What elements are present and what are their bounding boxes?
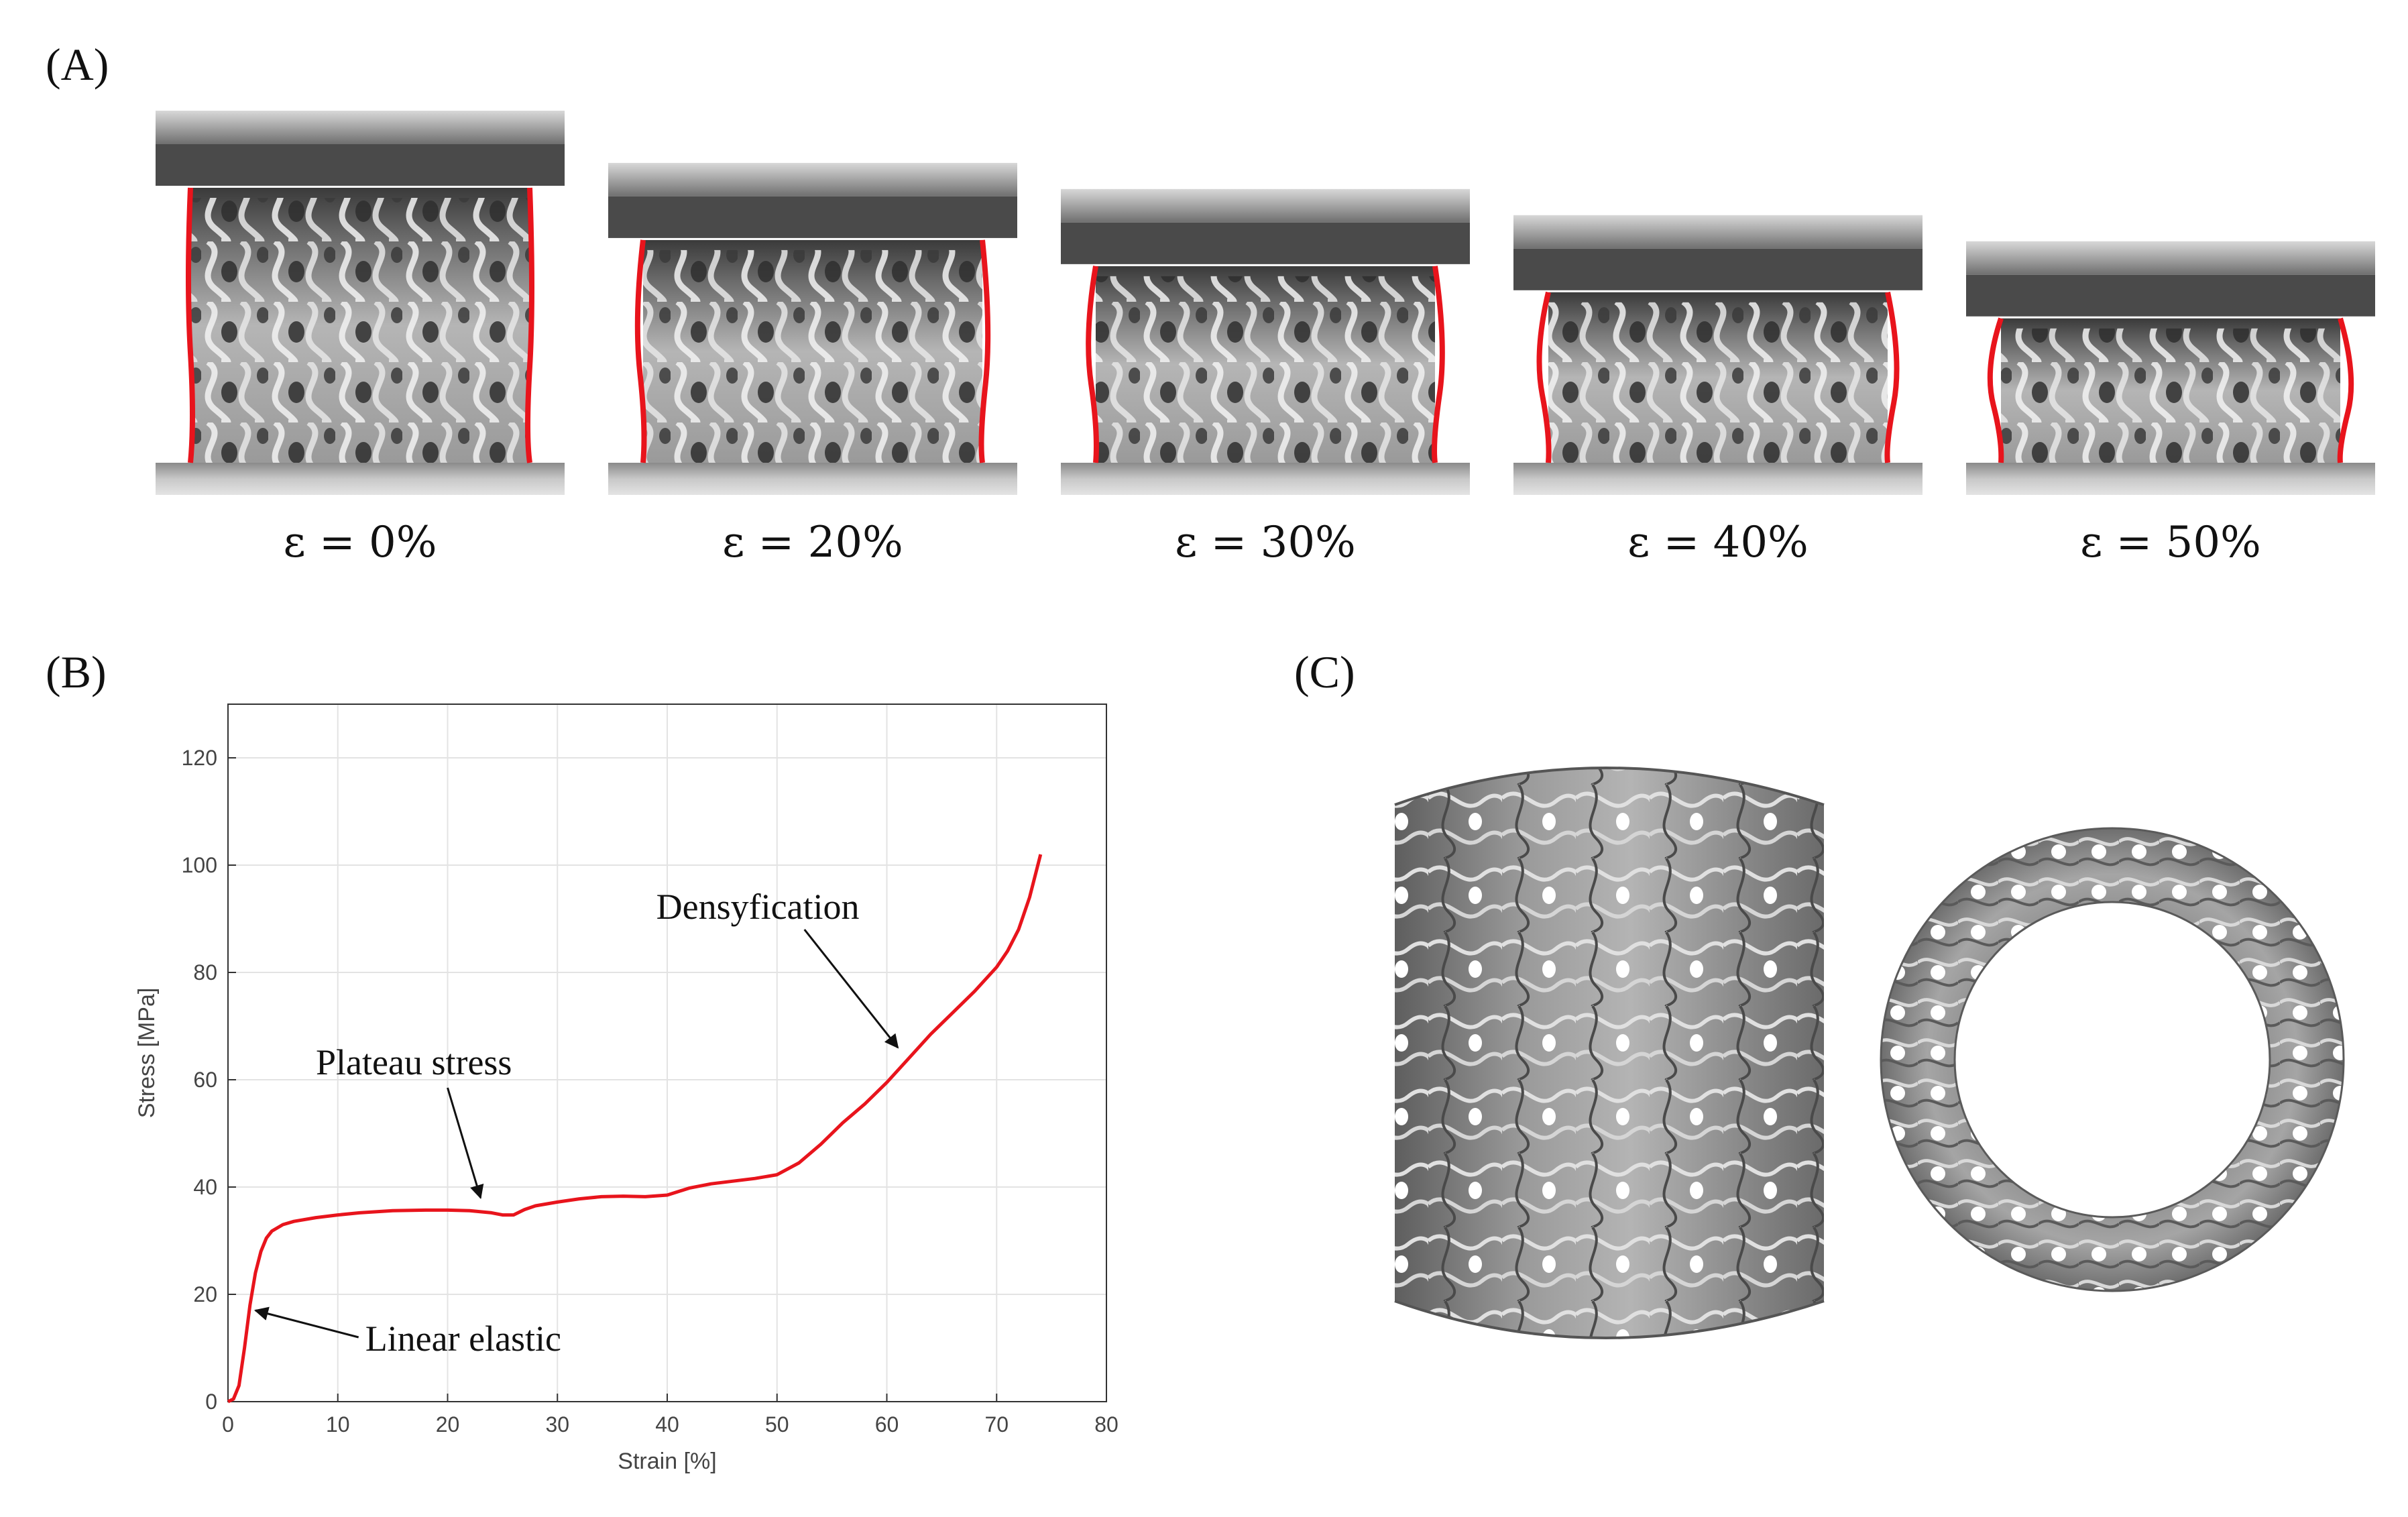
outline-right [1432, 266, 1445, 463]
outline-right [2337, 317, 2354, 463]
stress-strain-chart: 0 10 20 30 40 50 60 70 80 0 20 40 60 80 100 120 Densyfi… [134, 704, 1119, 1474]
outline-right [978, 239, 991, 463]
x-axis-title: Strain [%] [618, 1449, 716, 1474]
series-line [227, 854, 1043, 1404]
strain-label: ε = 40% [1627, 518, 1809, 567]
gyroid-ring-image [1880, 827, 2345, 1292]
y-tick-label: 120 [182, 746, 217, 770]
y-tick-label: 100 [182, 853, 217, 877]
outline-left [1536, 291, 1552, 463]
panel-label-a: (A) [46, 39, 109, 90]
outline-left [634, 239, 647, 463]
y-tick-label: 0 [205, 1390, 217, 1414]
outline-left [1086, 266, 1099, 463]
annotation-arrow [803, 929, 899, 1049]
gyroid-models [1394, 767, 2345, 1339]
gyroid-cylinder-image [1394, 767, 1825, 1339]
chart-annotations: Densyfication Plateau stress Linear elasti… [253, 887, 899, 1359]
chart-ticks: 0 10 20 30 40 50 60 70 80 0 20 40 60 80 100 120 [182, 746, 1119, 1437]
x-tick-label: 20 [436, 1412, 460, 1437]
annotation-arrow [447, 1087, 484, 1200]
strain-label: ε = 0% [284, 518, 437, 567]
x-tick-label: 50 [765, 1412, 789, 1437]
x-tick-label: 10 [326, 1412, 350, 1437]
x-tick-label: 30 [545, 1412, 569, 1437]
panel-label-c: (C) [1294, 647, 1355, 697]
annotation-label: Densyfication [656, 887, 860, 927]
y-tick-label: 60 [193, 1068, 217, 1092]
outline-left [186, 187, 195, 463]
y-tick-label: 40 [193, 1175, 217, 1199]
compression-frame: ε = 30% [1061, 188, 1470, 567]
x-tick-label: 60 [875, 1412, 899, 1437]
y-axis-title: Stress [MPa] [134, 988, 160, 1119]
compression-frame: ε = 0% [156, 111, 565, 567]
x-tick-label: 70 [984, 1412, 1009, 1437]
y-tick-label: 80 [193, 960, 217, 985]
compression-frame: ε = 50% [1966, 241, 2375, 567]
y-tick-label: 20 [193, 1282, 217, 1306]
strain-label: ε = 50% [2080, 518, 2261, 567]
outline-left [1987, 317, 2004, 463]
outline-right [1884, 291, 1900, 463]
x-tick-label: 0 [222, 1412, 234, 1437]
compression-sequence: ε = 0% ε = 20% ε = 30% ε = 40% ε = 50% [156, 111, 2375, 567]
compression-frame: ε = 40% [1513, 215, 1923, 567]
panel-label-b: (B) [46, 647, 107, 697]
chart-lines [227, 854, 1043, 1404]
annotation-arrow [253, 1306, 359, 1339]
annotation-label: Linear elastic [365, 1318, 561, 1359]
strain-label: ε = 30% [1175, 518, 1356, 567]
annotation-label: Plateau stress [316, 1042, 512, 1082]
x-tick-label: 80 [1094, 1412, 1119, 1437]
x-tick-label: 40 [655, 1412, 679, 1437]
compression-frame: ε = 20% [608, 162, 1017, 567]
strain-label: ε = 20% [722, 518, 903, 567]
outline-right [525, 187, 534, 463]
